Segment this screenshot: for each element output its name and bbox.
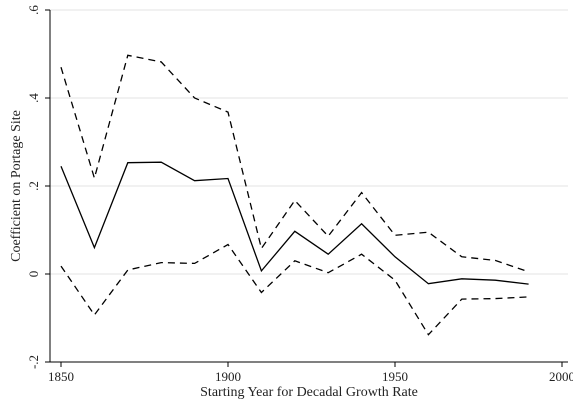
x-axis-label: Starting Year for Decadal Growth Rate [200,385,418,400]
x-tick-label-1: 1900 [215,369,241,384]
series-line-lower-bound [60,243,529,336]
y-axis-label: Coefficient on Portage Site [9,110,24,262]
y-tick-label-4: .6 [26,5,41,15]
series-line-upper-bound [60,54,529,273]
x-tick-label-0: 1850 [48,369,74,384]
gridlines [50,9,568,363]
tick-labels: -.2 0 .2 .4 .6 1850 1900 1950 2000 [26,5,573,384]
series-lines [60,54,529,336]
x-tick-label-2: 1950 [382,369,408,384]
y-tick-label-0: -.2 [26,355,41,369]
y-tick-label-3: .4 [26,93,41,103]
y-tick-label-1: 0 [26,271,41,278]
y-tick-label-2: .2 [26,181,41,191]
series-line-estimate [60,161,529,285]
x-tick-label-3: 2000 [549,369,573,384]
axes [45,9,568,367]
